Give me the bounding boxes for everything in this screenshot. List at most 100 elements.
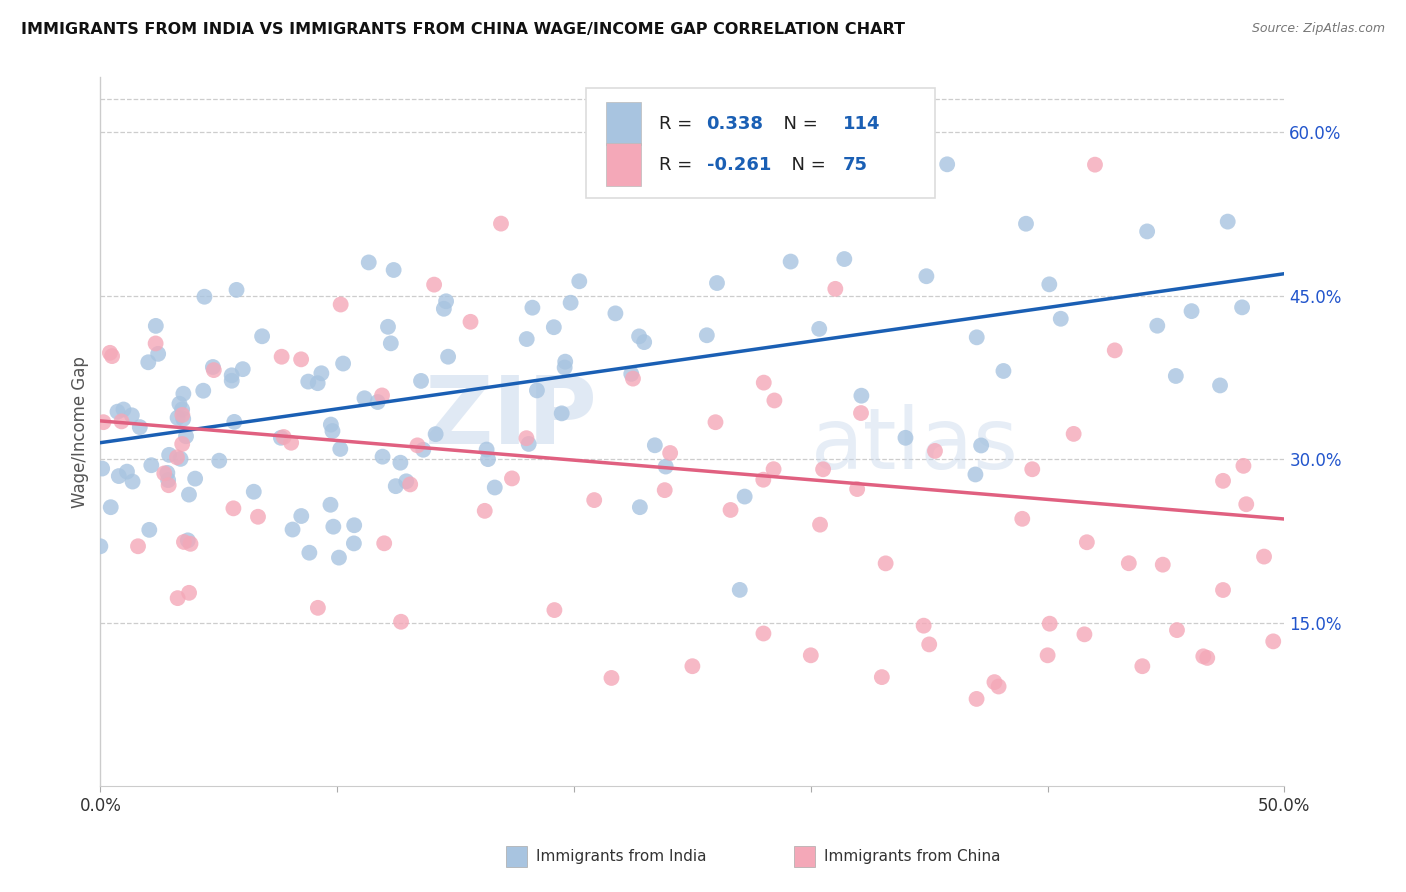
Point <box>605 306 627 320</box>
Point <box>1049 311 1071 326</box>
Point <box>654 483 676 497</box>
Point <box>247 509 270 524</box>
Point <box>1253 549 1275 564</box>
Point <box>515 431 537 445</box>
Point <box>172 386 194 401</box>
Point <box>172 412 194 426</box>
Point <box>554 360 576 375</box>
Point <box>554 354 576 368</box>
Point <box>1015 217 1038 231</box>
Point <box>704 415 727 429</box>
Point <box>127 539 149 553</box>
Point <box>983 675 1005 690</box>
Point <box>406 438 429 452</box>
Point <box>101 349 124 363</box>
Text: N =: N = <box>780 155 831 174</box>
Point <box>550 406 572 420</box>
Point <box>177 586 200 600</box>
Point <box>1118 556 1140 570</box>
Point <box>654 459 676 474</box>
Point <box>808 517 831 532</box>
Point <box>399 477 422 491</box>
Point <box>762 462 785 476</box>
Point <box>367 395 389 409</box>
Point <box>179 537 201 551</box>
Point <box>380 336 402 351</box>
Point <box>208 453 231 467</box>
Point <box>600 671 623 685</box>
Point <box>811 462 834 476</box>
Point <box>1230 301 1253 315</box>
Point <box>145 336 167 351</box>
Point <box>136 355 159 369</box>
Point <box>1104 343 1126 358</box>
Point <box>1076 535 1098 549</box>
Text: R =: R = <box>659 155 699 174</box>
Text: ZIP: ZIP <box>425 372 598 464</box>
Point <box>993 364 1015 378</box>
Point <box>1136 224 1159 238</box>
Point <box>166 410 188 425</box>
Point <box>808 322 831 336</box>
FancyBboxPatch shape <box>606 144 641 186</box>
Point <box>319 417 342 432</box>
Point <box>321 424 343 438</box>
Point <box>91 461 114 475</box>
Point <box>1263 634 1285 648</box>
Point <box>1234 497 1257 511</box>
Point <box>281 523 304 537</box>
Point <box>800 648 823 663</box>
Point <box>628 500 651 515</box>
Point <box>475 442 498 457</box>
Text: Immigrants from China: Immigrants from China <box>824 849 1001 863</box>
Point <box>389 615 412 629</box>
Point <box>1011 512 1033 526</box>
Point <box>560 295 582 310</box>
Point <box>1212 582 1234 597</box>
Point <box>1216 214 1239 228</box>
Point <box>423 277 446 292</box>
Point <box>280 435 302 450</box>
Point <box>1180 304 1202 318</box>
Point <box>484 481 506 495</box>
Point <box>1164 369 1187 384</box>
Point <box>752 376 775 390</box>
Point <box>633 335 655 350</box>
Point <box>169 451 191 466</box>
Text: Source: ZipAtlas.com: Source: ZipAtlas.com <box>1251 22 1385 36</box>
Point <box>273 430 295 444</box>
Point <box>174 429 197 443</box>
Point <box>298 546 321 560</box>
Point <box>322 519 344 533</box>
Point <box>371 388 394 402</box>
Point <box>389 456 412 470</box>
Point <box>824 282 846 296</box>
Point <box>1232 458 1254 473</box>
Point <box>568 274 591 288</box>
Point <box>184 472 207 486</box>
Point <box>1038 277 1060 292</box>
Point <box>138 523 160 537</box>
Point <box>477 452 499 467</box>
Point <box>112 402 135 417</box>
Point <box>157 448 180 462</box>
Point <box>1192 649 1215 664</box>
Point <box>201 359 224 374</box>
Point <box>270 431 292 445</box>
Point <box>875 557 897 571</box>
Point <box>172 437 194 451</box>
Point <box>1021 462 1043 476</box>
Point <box>377 319 399 334</box>
Point <box>232 362 254 376</box>
Point <box>543 320 565 334</box>
Point <box>924 444 946 458</box>
Point <box>115 465 138 479</box>
Point <box>177 487 200 501</box>
Point <box>172 402 194 417</box>
Point <box>173 535 195 549</box>
Point <box>121 409 143 423</box>
Point <box>328 550 350 565</box>
Point <box>412 442 434 457</box>
Point <box>98 346 121 360</box>
Point <box>382 263 405 277</box>
